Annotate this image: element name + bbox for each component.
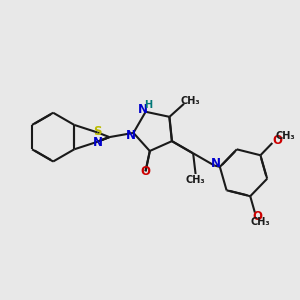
Text: CH₃: CH₃ — [186, 175, 206, 185]
Text: O: O — [252, 210, 262, 223]
Text: CH₃: CH₃ — [275, 131, 295, 141]
Text: N: N — [126, 129, 136, 142]
Text: CH₃: CH₃ — [250, 217, 270, 227]
Text: N: N — [92, 136, 103, 149]
Text: O: O — [140, 165, 150, 178]
Text: CH₃: CH₃ — [181, 95, 200, 106]
Text: O: O — [272, 134, 282, 147]
Text: H: H — [145, 100, 153, 110]
Text: S: S — [93, 125, 102, 138]
Text: N: N — [138, 103, 148, 116]
Text: N: N — [211, 157, 220, 169]
